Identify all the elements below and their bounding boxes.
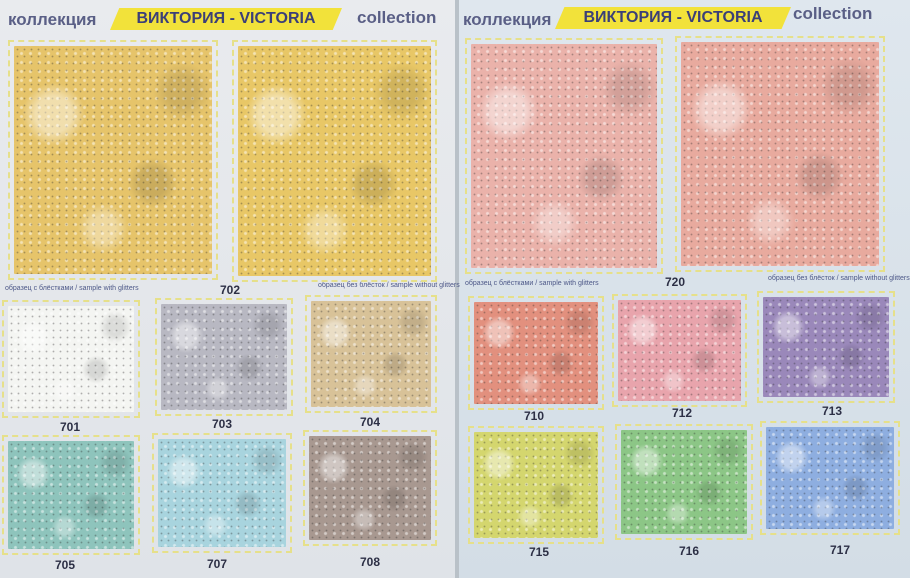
swatch-717 xyxy=(760,421,900,535)
caption-with-glitters: образец с блёстками / sample with glitte… xyxy=(465,280,599,287)
header-collection-ru: коллекция xyxy=(463,10,552,29)
swatch-716 xyxy=(615,424,753,540)
header-collection-ru: коллекция xyxy=(8,10,97,29)
swatch-705 xyxy=(2,435,140,555)
header-collection-en: collection xyxy=(357,8,437,27)
texture-sample xyxy=(309,436,431,540)
swatch-code-label: 710 xyxy=(524,409,545,423)
swatch-code-label: 703 xyxy=(212,417,233,431)
header-collection-en: collection xyxy=(793,4,873,23)
texture-sample xyxy=(158,439,286,547)
texture-sample xyxy=(238,46,431,276)
swatch-code-label: 713 xyxy=(822,404,843,418)
texture-sample xyxy=(618,300,741,401)
swatch-code-label: 712 xyxy=(672,406,693,420)
swatch-712 xyxy=(612,294,747,407)
texture-sample xyxy=(763,297,889,397)
swatch-710 xyxy=(468,296,604,410)
swatch-715 xyxy=(468,426,604,544)
swatch-703 xyxy=(155,298,293,416)
texture-sample xyxy=(8,441,134,549)
swatch-code-label: 704 xyxy=(360,415,381,429)
texture-sample xyxy=(471,44,657,268)
swatch-707 xyxy=(152,433,292,553)
texture-sample xyxy=(161,304,287,410)
texture-sample xyxy=(8,306,134,412)
texture-sample xyxy=(621,430,747,534)
swatch-720 xyxy=(675,36,885,272)
caption-with-glitters: образец с блёстками / sample with glitte… xyxy=(5,285,139,292)
swatch-code-label: 717 xyxy=(830,543,851,557)
catalog-spine xyxy=(455,0,459,578)
swatch-704 xyxy=(305,295,437,413)
swatch-code-label: 715 xyxy=(529,545,550,559)
swatch-702 xyxy=(8,40,218,280)
swatch-code-label: 708 xyxy=(360,555,381,569)
texture-sample xyxy=(474,302,598,404)
swatch-code-label: 705 xyxy=(55,558,76,572)
swatch-708 xyxy=(303,430,437,546)
collection-title-banner: ВИКТОРИЯ - VICTORIA xyxy=(555,7,791,29)
swatch-702 xyxy=(232,40,437,282)
texture-sample xyxy=(766,427,894,529)
collection-title-banner: ВИКТОРИЯ - VICTORIA xyxy=(110,8,342,30)
caption-without-glitters: образец без блёсток / sample without gli… xyxy=(768,275,910,282)
swatch-code-label: 707 xyxy=(207,557,228,571)
swatch-713 xyxy=(757,291,895,403)
swatch-720 xyxy=(465,38,663,274)
caption-without-glitters: образец без блёсток / sample without gli… xyxy=(318,282,460,289)
texture-sample xyxy=(681,42,879,266)
texture-sample xyxy=(474,432,598,538)
texture-sample xyxy=(311,301,431,407)
swatch-code-label: 716 xyxy=(679,544,700,558)
swatch-code-label: 702 xyxy=(220,283,241,297)
swatch-701 xyxy=(2,300,140,418)
swatch-code-label: 720 xyxy=(665,275,686,289)
swatch-code-label: 701 xyxy=(60,420,81,434)
texture-sample xyxy=(14,46,212,274)
